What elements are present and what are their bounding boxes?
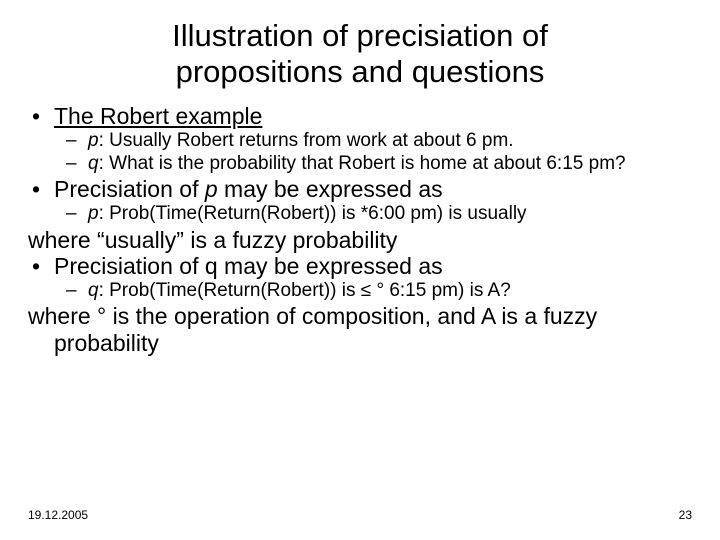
var-p: p (88, 203, 99, 224)
footer-date: 19.12.2005 (28, 508, 88, 522)
sub-text: : What is the probability that Robert is… (99, 153, 626, 174)
bullet-text: Precisiation of q may be expressed as (54, 253, 443, 279)
sub-list-3: q: Prob(Time(Return(Robert)) is ≤ ° 6:15… (54, 280, 692, 302)
bullet-robert-example: The Robert example p: Usually Robert ret… (54, 103, 692, 174)
footer-page: 23 (679, 508, 692, 522)
bullet-text-pre: Precisiation of (54, 176, 205, 202)
sub-text: : Prob(Time(Return(Robert)) is ≤ ° 6:15 … (99, 280, 511, 301)
slide-content: The Robert example p: Usually Robert ret… (28, 103, 692, 356)
var-q: q (88, 153, 99, 174)
sub-list-1: p: Usually Robert returns from work at a… (54, 130, 692, 175)
bullet-precisiation-q: Precisiation of q may be expressed as q:… (54, 253, 692, 301)
var-p: p (205, 176, 218, 202)
bullet-precisiation-p: Precisiation of p may be expressed as p:… (54, 176, 692, 224)
bullet-list: The Robert example p: Usually Robert ret… (28, 103, 692, 224)
slide-title: Illustration of precisiation of proposit… (28, 18, 692, 89)
bullet-list-2: Precisiation of q may be expressed as q:… (28, 253, 692, 301)
where-usually: where “usually” is a fuzzy probability (28, 227, 692, 253)
sub-q-definition: q: What is the probability that Robert i… (88, 153, 692, 175)
slide-footer: 19.12.2005 23 (28, 508, 692, 522)
slide: Illustration of precisiation of proposit… (0, 0, 720, 540)
sub-text: : Usually Robert returns from work at ab… (99, 130, 514, 151)
sub-list-2: p: Prob(Time(Return(Robert)) is *6:00 pm… (54, 203, 692, 225)
sub-p-definition: p: Usually Robert returns from work at a… (88, 130, 692, 152)
sub-q-precisiation: q: Prob(Time(Return(Robert)) is ≤ ° 6:15… (88, 280, 692, 302)
bullet-text-post: may be expressed as (218, 176, 443, 202)
var-q: q (88, 280, 99, 301)
bullet-text: The Robert example (54, 103, 262, 129)
title-line2: propositions and questions (176, 54, 545, 89)
sub-text: : Prob(Time(Return(Robert)) is *6:00 pm)… (99, 203, 527, 224)
where-composition: where ° is the operation of composition,… (28, 303, 692, 356)
sub-p-precisiation: p: Prob(Time(Return(Robert)) is *6:00 pm… (88, 203, 692, 225)
var-p: p (88, 130, 99, 151)
title-line1: Illustration of precisiation of (172, 18, 548, 53)
